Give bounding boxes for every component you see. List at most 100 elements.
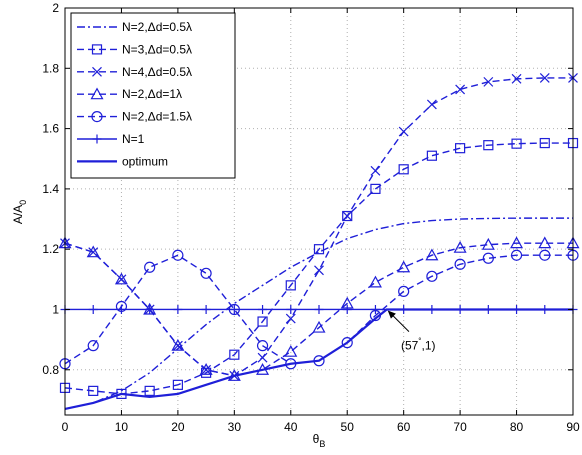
- data-point-square: [342, 210, 353, 222]
- legend-item: N=3,Δd=0.5λ: [77, 42, 192, 56]
- data-point-triangle: [510, 236, 524, 249]
- x-tick-label: 0: [62, 420, 69, 434]
- data-point-square: [483, 140, 494, 151]
- series-line: [64, 308, 573, 411]
- legend-label: N=1: [122, 132, 145, 146]
- data-point-plus: [229, 304, 239, 314]
- legend-label: N=2,Δd=0.5λ: [122, 20, 192, 34]
- data-point-triangle: [481, 237, 495, 250]
- data-point-plus: [92, 134, 102, 144]
- data-point-square: [539, 137, 550, 149]
- x-tick-label: 50: [341, 420, 355, 434]
- data-point-square: [257, 316, 268, 327]
- data-point-triangle: [425, 248, 439, 261]
- legend-label: optimum: [122, 154, 168, 168]
- series-7: [64, 308, 573, 411]
- legend-item: N=2,Δd=1λ: [77, 87, 182, 101]
- data-point-triangle: [312, 320, 326, 333]
- legend-label: N=4,Δd=0.5λ: [122, 65, 192, 79]
- x-tick-label: 90: [566, 420, 580, 434]
- legend-item: N=2,Δd=1.5λ: [77, 110, 192, 124]
- data-point-plus: [314, 304, 324, 314]
- y-tick-label: 2: [52, 1, 59, 15]
- y-tick-label: 1.4: [42, 182, 59, 196]
- series-2: [59, 137, 579, 399]
- annotation-arrow-head: [387, 310, 396, 319]
- data-point-triangle: [453, 240, 467, 253]
- data-point-square: [511, 138, 522, 149]
- data-point-square: [91, 44, 103, 55]
- x-tick-label: 40: [284, 420, 298, 434]
- data-point-x: [483, 76, 494, 87]
- data-point-x: [511, 73, 522, 84]
- legend-label: N=3,Δd=0.5λ: [122, 42, 192, 56]
- data-point-circle: [510, 249, 523, 261]
- data-point-x: [257, 352, 268, 363]
- data-point-plus: [342, 304, 352, 314]
- data-point-square: [229, 349, 240, 360]
- data-point-x: [455, 84, 466, 95]
- legend-item: N=4,Δd=0.5λ: [77, 65, 192, 79]
- data-point-x: [314, 265, 324, 276]
- legend: N=2,Δd=0.5λ N=3,Δd=0.5λ N=4,Δd=0.5λ N=2,Δd=…: [70, 12, 236, 179]
- x-tick-label: 60: [397, 420, 411, 434]
- data-point-circle: [482, 252, 494, 264]
- data-point-x: [370, 165, 381, 176]
- data-point-circle: [539, 249, 551, 261]
- data-point-circle: [341, 337, 353, 349]
- data-point-plus: [370, 304, 380, 314]
- data-point-triangle: [397, 260, 411, 273]
- data-point-plus: [286, 304, 296, 314]
- series-line: [64, 217, 573, 410]
- y-tick-label: 1.6: [42, 122, 59, 136]
- data-point-circle: [256, 340, 269, 352]
- data-point-triangle: [199, 363, 213, 375]
- data-point-plus: [201, 304, 211, 314]
- annotation: (57°,1): [387, 310, 436, 353]
- data-point-plus: [173, 304, 183, 314]
- x-tick-label: 10: [115, 420, 129, 434]
- legend-item: N=1: [77, 132, 145, 146]
- data-point-circle: [454, 258, 466, 270]
- data-point-triangle: [86, 245, 100, 258]
- x-tick-label: 20: [171, 420, 185, 434]
- data-point-square: [88, 385, 99, 396]
- series-line: [64, 142, 573, 395]
- data-point-x: [92, 66, 102, 77]
- data-point-x: [539, 73, 550, 83]
- series-1: [64, 217, 573, 410]
- y-tick-label: 1.8: [42, 61, 59, 75]
- data-point-x: [342, 211, 353, 221]
- legend-label: N=2,Δd=1.5λ: [122, 110, 192, 124]
- data-point-square: [285, 280, 296, 291]
- x-tick-label: 70: [453, 420, 467, 434]
- data-point-circle: [398, 285, 410, 297]
- y-tick-label: 0.8: [42, 363, 59, 377]
- y-tick-label: 1: [52, 302, 59, 316]
- data-point-triangle: [114, 272, 128, 285]
- legend-item: optimum: [77, 154, 168, 168]
- plot-frame: [64, 7, 574, 416]
- data-point-x: [285, 313, 296, 324]
- data-point-circle: [87, 340, 99, 352]
- data-point-plus: [88, 304, 98, 314]
- data-point-square: [455, 143, 466, 154]
- y-axis-title: A/A0: [11, 200, 28, 224]
- data-point-square: [144, 385, 155, 396]
- data-point-triangle: [284, 344, 298, 357]
- x-axis-title: θB: [313, 432, 326, 449]
- legend-items: N=2,Δd=0.5λ N=3,Δd=0.5λ N=4,Δd=0.5λ N=2,Δd=…: [77, 20, 192, 168]
- x-tick-label: 30: [228, 420, 242, 434]
- data-point-plus: [145, 304, 155, 314]
- data-point-square: [370, 183, 381, 194]
- data-point-triangle: [368, 275, 382, 288]
- legend-item: N=2,Δd=0.5λ: [77, 20, 192, 34]
- legend-box: [70, 12, 236, 179]
- data-point-plus: [258, 304, 268, 314]
- data-point-square: [172, 379, 183, 390]
- data-point-triangle: [538, 236, 552, 249]
- data-point-triangle: [90, 87, 104, 100]
- x-tick-label: 80: [510, 420, 524, 434]
- data-point-circle: [144, 261, 156, 273]
